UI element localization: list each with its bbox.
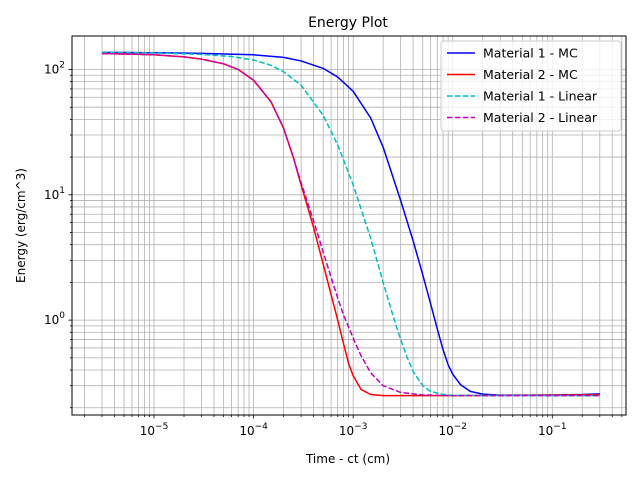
grid-lines	[72, 36, 626, 415]
legend: Material 1 - MC Material 2 - MC Material 1…	[440, 40, 622, 132]
y-axis-label: Energy (erg/cm^3)	[14, 168, 28, 283]
y-tick-label: 101	[44, 186, 65, 202]
legend-box	[440, 40, 622, 132]
legend-entry-label: Material 1 - MC	[483, 46, 578, 61]
legend-entry-label: Material 2 - Linear	[483, 110, 598, 125]
series-lines	[101, 51, 600, 397]
x-tick-label: 10−3	[339, 422, 368, 438]
x-tick-label: 10−2	[438, 422, 467, 438]
series-line-3	[101, 51, 600, 397]
x-axis-label: Time - ct (cm)	[305, 452, 390, 466]
y-tick-label: 100	[44, 311, 65, 327]
x-tick-label: 10−5	[140, 422, 169, 438]
legend-entry-label: Material 1 - Linear	[483, 89, 598, 104]
y-tick-label: 102	[44, 60, 65, 76]
axis-ticks: 10−5 10−4 10−3 10−2 10−1 100 101 102	[44, 60, 623, 438]
series-line-4	[101, 52, 600, 397]
x-tick-label: 10−1	[538, 422, 567, 438]
chart-title: Energy Plot	[308, 15, 388, 31]
legend-entry-label: Material 2 - MC	[483, 67, 578, 82]
x-tick-label: 10−4	[239, 422, 268, 438]
